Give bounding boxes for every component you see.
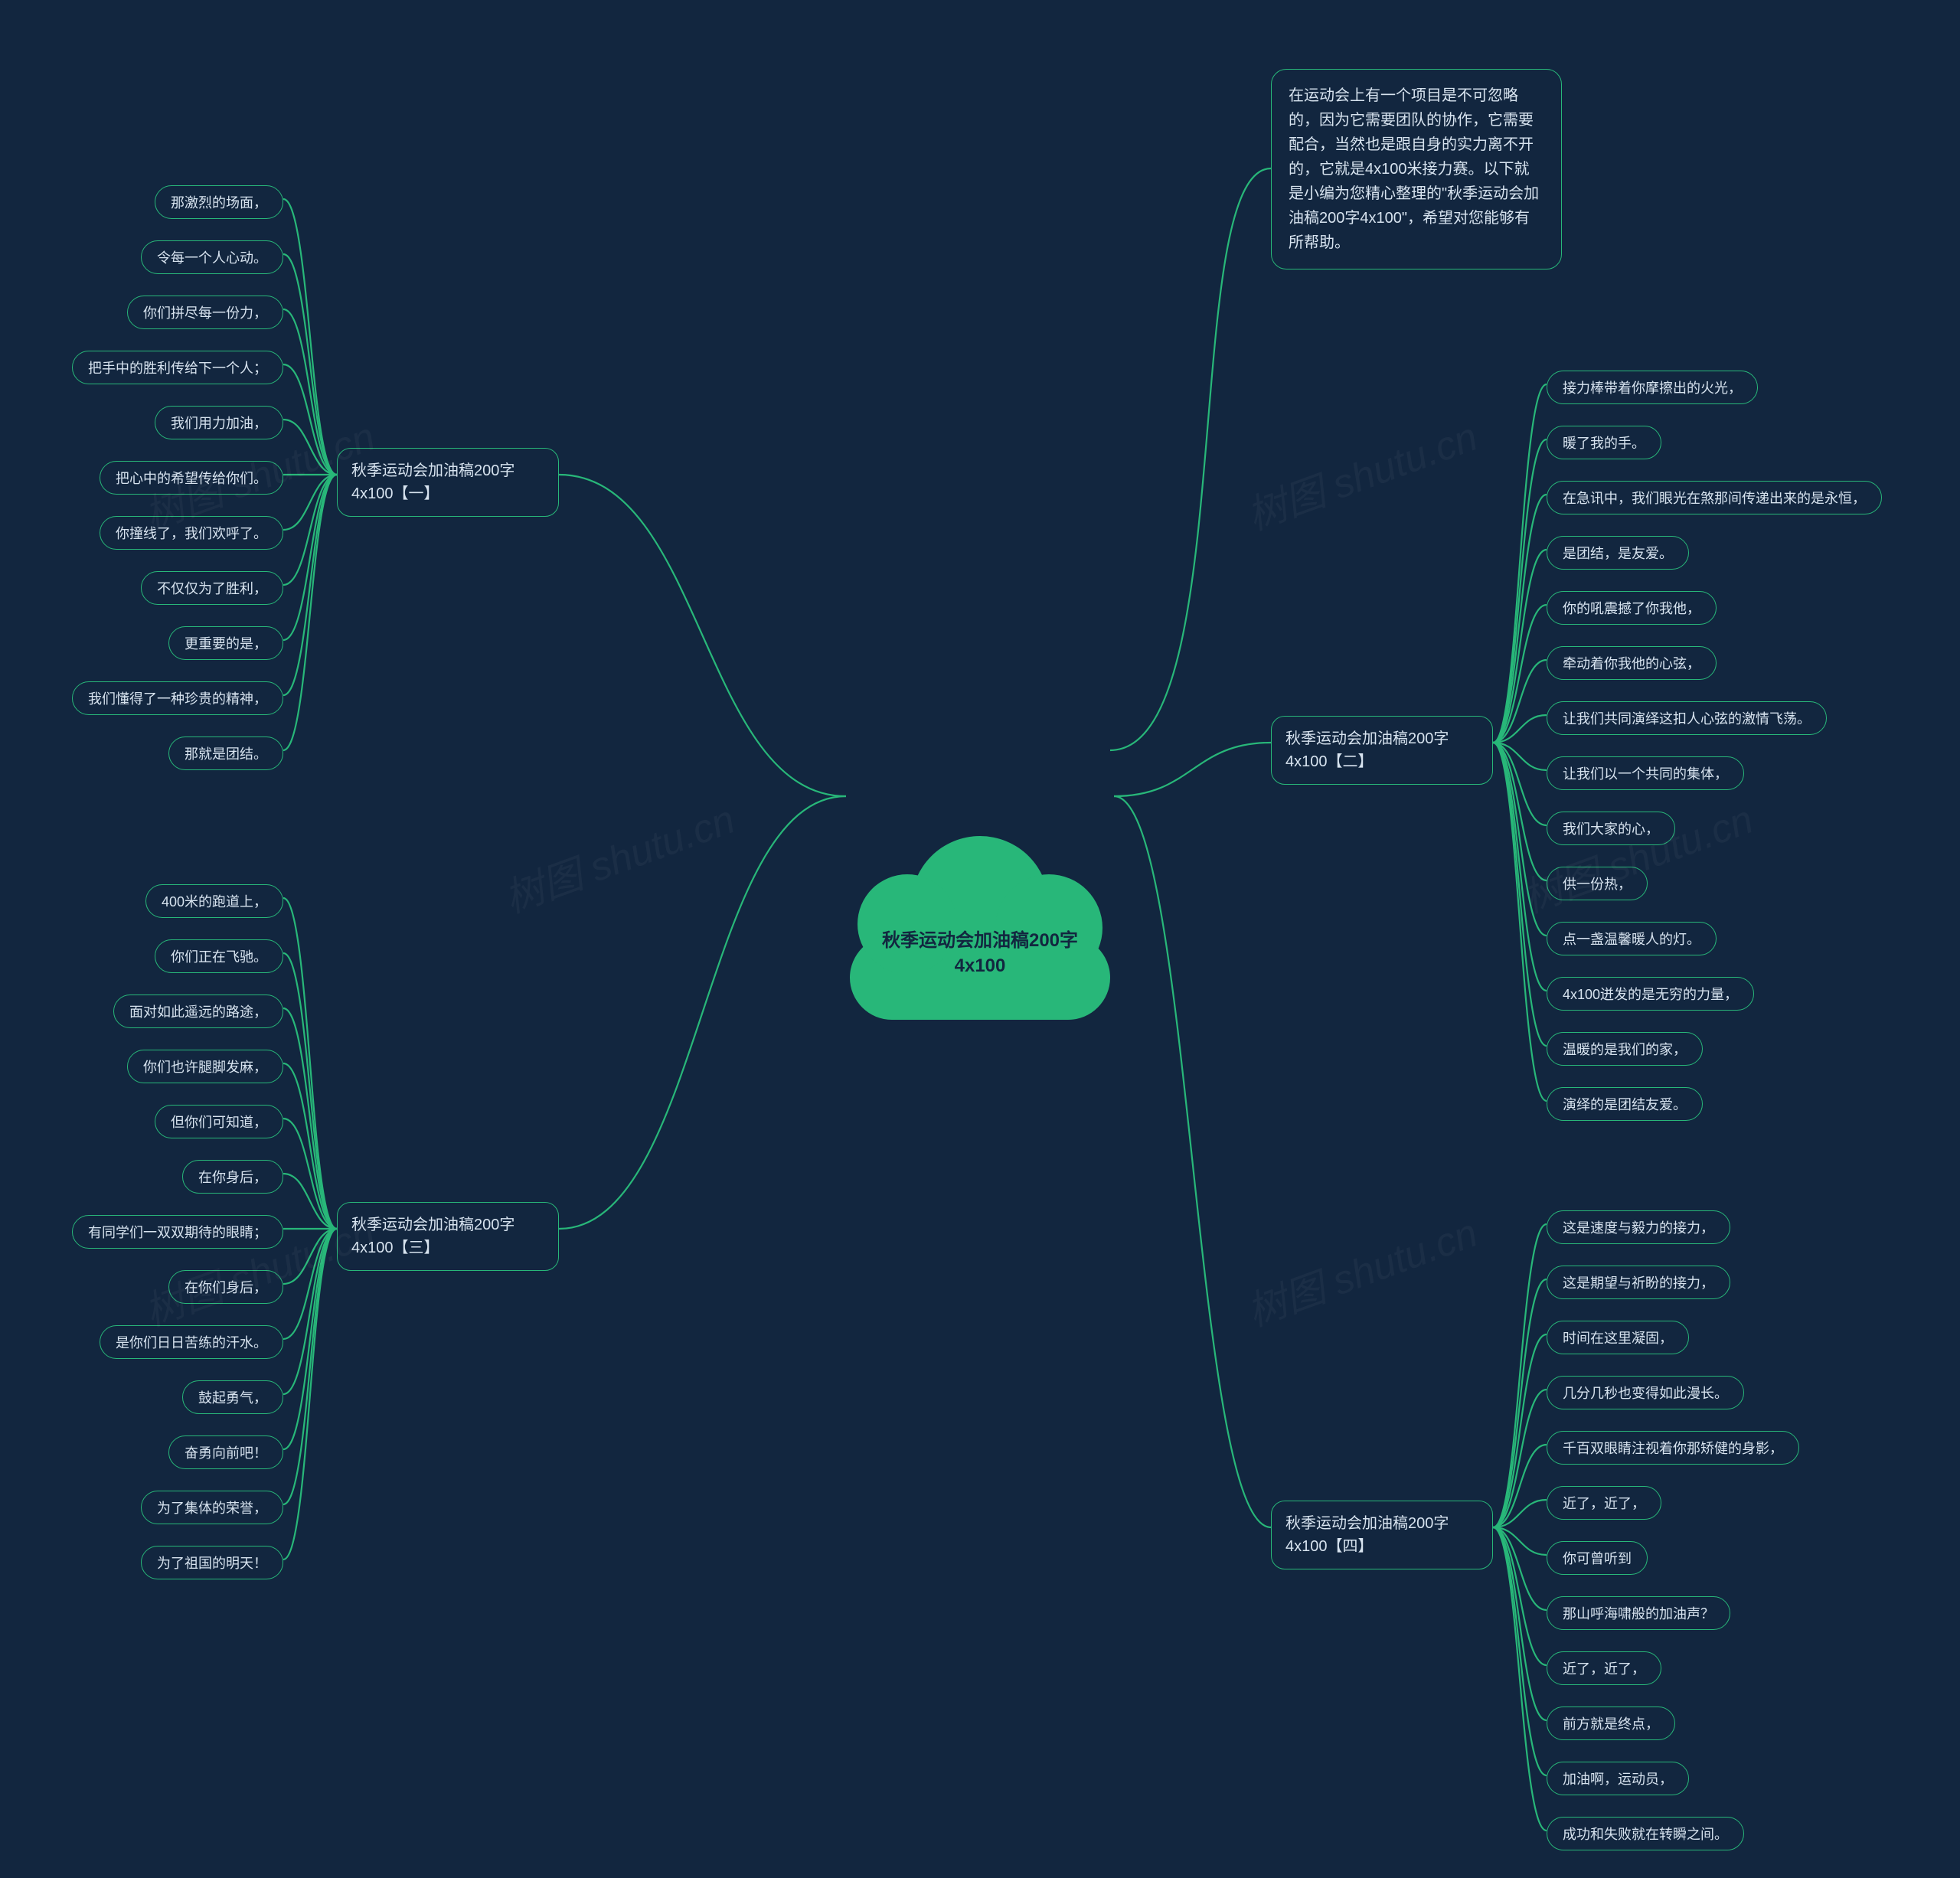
leaf-b1-7: 不仅仅为了胜利， [141, 571, 283, 605]
leaf-b2-9: 供一份热， [1547, 867, 1648, 900]
leaf-b3-3: 你们也许腿脚发麻， [127, 1050, 283, 1083]
leaf-b1-10: 那就是团结。 [168, 737, 283, 770]
watermark-5: 树图 shutu.cn [1514, 787, 1760, 923]
leaf-b4-4: 千百双眼睛注视着你那矫健的身影， [1547, 1431, 1799, 1465]
branch-b4: 秋季运动会加油稿200字4x100【四】 [1271, 1501, 1493, 1569]
branch-b1: 秋季运动会加油稿200字4x100【一】 [337, 448, 559, 517]
leaf-b2-10: 点一盏温馨暖人的灯。 [1547, 922, 1717, 955]
leaf-b4-8: 近了，近了， [1547, 1651, 1661, 1685]
leaf-b1-4: 我们用力加油， [155, 406, 283, 439]
leaf-b1-6: 你撞线了，我们欢呼了。 [100, 516, 283, 550]
leaf-b2-12: 温暖的是我们的家， [1547, 1032, 1703, 1066]
leaf-b2-1: 暖了我的手。 [1547, 426, 1661, 459]
leaf-b2-13: 演绎的是团结友爱。 [1547, 1087, 1703, 1121]
branch-b3: 秋季运动会加油稿200字4x100【三】 [337, 1202, 559, 1271]
leaf-b1-8: 更重要的是， [168, 626, 283, 660]
branch-b2: 秋季运动会加油稿200字4x100【二】 [1271, 716, 1493, 785]
leaf-b3-5: 在你身后， [182, 1160, 283, 1194]
leaf-b2-6: 让我们共同演绎这扣人心弦的激情飞荡。 [1547, 701, 1827, 735]
leaf-b4-0: 这是速度与毅力的接力， [1547, 1210, 1730, 1244]
cloud-shape: 秋季运动会加油稿200字4x100 [835, 851, 1125, 1027]
leaf-b2-4: 你的吼震撼了你我他， [1547, 591, 1717, 625]
leaf-b4-2: 时间在这里凝固， [1547, 1321, 1689, 1354]
leaf-b3-7: 在你们身后， [168, 1270, 283, 1304]
watermark-1: 树图 shutu.cn [495, 787, 742, 923]
leaf-b4-3: 几分几秒也变得如此漫长。 [1547, 1376, 1744, 1409]
leaf-b3-0: 400米的跑道上， [145, 884, 283, 918]
leaf-b4-10: 加油啊，运动员， [1547, 1762, 1689, 1795]
leaf-b1-0: 那激烈的场面， [155, 185, 283, 219]
leaf-b1-2: 你们拼尽每一份力， [127, 296, 283, 329]
leaf-b3-4: 但你们可知道， [155, 1105, 283, 1138]
center-title: 秋季运动会加油稿200字4x100 [835, 928, 1125, 979]
leaf-b1-9: 我们懂得了一种珍贵的精神， [72, 681, 283, 715]
leaf-b2-11: 4x100迸发的是无穷的力量， [1547, 977, 1754, 1011]
watermark-3: 树图 shutu.cn [1238, 404, 1485, 541]
leaf-b1-1: 令每一个人心动。 [141, 240, 283, 274]
leaf-b2-3: 是团结，是友爱。 [1547, 536, 1689, 570]
center-node: 秋季运动会加油稿200字4x100 [835, 851, 1125, 1027]
leaf-b3-6: 有同学们一双双期待的眼睛； [72, 1215, 283, 1249]
leaf-b3-10: 奋勇向前吧！ [168, 1435, 283, 1469]
leaf-b2-7: 让我们以一个共同的集体， [1547, 756, 1744, 790]
leaf-b4-9: 前方就是终点， [1547, 1707, 1675, 1740]
leaf-b1-3: 把手中的胜利传给下一个人； [72, 351, 283, 384]
intro-node: 在运动会上有一个项目是不可忽略的，因为它需要团队的协作，它需要配合，当然也是跟自… [1271, 69, 1562, 269]
leaf-b3-8: 是你们日日苦练的汗水。 [100, 1325, 283, 1359]
leaf-b4-11: 成功和失败就在转瞬之间。 [1547, 1817, 1744, 1850]
leaf-b3-11: 为了集体的荣誉， [141, 1491, 283, 1524]
leaf-b3-12: 为了祖国的明天！ [141, 1546, 283, 1579]
leaf-b2-2: 在急讯中，我们眼光在煞那间传递出来的是永恒， [1547, 481, 1882, 514]
watermark-4: 树图 shutu.cn [1238, 1200, 1485, 1337]
leaf-b1-5: 把心中的希望传给你们。 [100, 461, 283, 495]
leaf-b4-5: 近了，近了， [1547, 1486, 1661, 1520]
leaf-b4-1: 这是期望与祈盼的接力， [1547, 1266, 1730, 1299]
leaf-b2-0: 接力棒带着你摩擦出的火光， [1547, 371, 1758, 404]
leaf-b3-1: 你们正在飞驰。 [155, 939, 283, 973]
leaf-b2-5: 牵动着你我他的心弦， [1547, 646, 1717, 680]
leaf-b4-7: 那山呼海啸般的加油声？ [1547, 1596, 1730, 1630]
leaf-b3-9: 鼓起勇气， [182, 1380, 283, 1414]
leaf-b3-2: 面对如此遥远的路途， [113, 995, 283, 1028]
leaf-b2-8: 我们大家的心， [1547, 812, 1675, 845]
leaf-b4-6: 你可曾听到 [1547, 1541, 1648, 1575]
